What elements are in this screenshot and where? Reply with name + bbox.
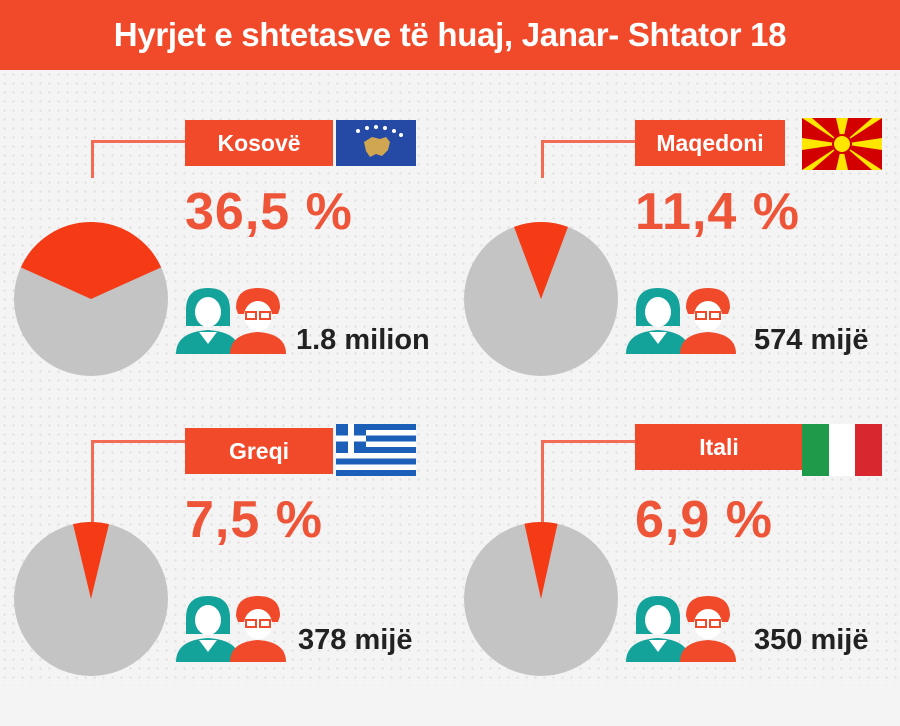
country-label: Maqedoni xyxy=(635,120,785,166)
connector-line xyxy=(541,440,635,522)
connector-line xyxy=(91,440,185,522)
man-icon xyxy=(230,596,286,662)
greece-flag xyxy=(336,424,416,476)
percent-value: 6,9 % xyxy=(635,491,773,549)
pie-slice xyxy=(524,522,558,599)
macedonia-flag xyxy=(802,118,882,170)
woman-icon xyxy=(176,596,240,662)
woman-icon xyxy=(626,596,690,662)
visitor-count: 378 mijë xyxy=(298,624,413,656)
woman-icon xyxy=(176,288,240,354)
people-icon xyxy=(626,596,736,662)
visitor-count: 350 mijë xyxy=(754,624,869,656)
people-icon xyxy=(176,288,286,354)
title-bar: Hyrjet e shtetasve të huaj, Janar- Shtat… xyxy=(0,0,900,70)
percent-value: 11,4 % xyxy=(635,183,801,241)
visitor-count: 1.8 milion xyxy=(296,324,430,356)
percent-value: 7,5 % xyxy=(185,491,323,549)
panel-italy: Itali 6,9 % 350 mijë xyxy=(450,418,900,726)
pie-chart xyxy=(464,522,618,676)
people-icon xyxy=(176,596,286,662)
woman-icon xyxy=(626,288,690,354)
italy-flag xyxy=(802,424,882,476)
man-icon xyxy=(680,288,736,354)
page-title: Hyrjet e shtetasve të huaj, Janar- Shtat… xyxy=(113,16,787,53)
pie-chart xyxy=(14,522,168,676)
country-label: Itali xyxy=(635,424,803,470)
visitor-count: 574 mijë xyxy=(754,324,869,356)
panel-greece: Greqi 7,5 % 378 mijë xyxy=(0,418,450,726)
kosovo-flag xyxy=(336,120,416,166)
pie-slice xyxy=(514,222,568,299)
pie-chart xyxy=(14,222,168,376)
connector-line xyxy=(91,140,185,178)
country-label: Kosovë xyxy=(185,120,333,166)
percent-value: 36,5 % xyxy=(185,183,353,241)
panel-macedonia: Maqedoni 11,4 % xyxy=(450,110,900,418)
country-label: Greqi xyxy=(185,428,333,474)
pie-slice xyxy=(73,522,109,599)
connector-line xyxy=(541,140,635,178)
pie-slice xyxy=(20,222,162,299)
people-icon xyxy=(626,288,736,354)
man-icon xyxy=(230,288,286,354)
pie-chart xyxy=(464,222,618,376)
man-icon xyxy=(680,596,736,662)
panel-kosovo: Kosovë 36,5 % 1.8 milion xyxy=(0,110,450,418)
